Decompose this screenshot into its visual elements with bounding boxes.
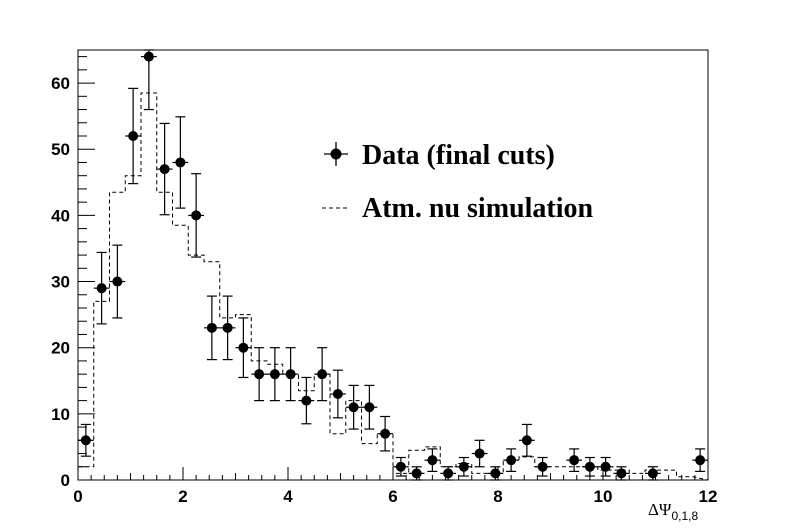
data-marker bbox=[128, 131, 139, 141]
data-point bbox=[645, 466, 661, 481]
data-point bbox=[519, 423, 535, 457]
legend-label-simulation: Atm. nu simulation bbox=[362, 193, 593, 224]
legend: Data (final cuts) Atm. nu simulation bbox=[322, 140, 593, 224]
data-point bbox=[330, 369, 346, 419]
plot-frame bbox=[77, 49, 709, 481]
data-point bbox=[172, 116, 189, 209]
data-marker bbox=[427, 455, 438, 466]
y-tick-label: 20 bbox=[51, 339, 70, 358]
data-marker bbox=[521, 435, 532, 446]
legend-label-data: Data (final cuts) bbox=[362, 140, 555, 171]
data-point bbox=[597, 456, 614, 477]
data-point bbox=[219, 295, 236, 361]
data-marker bbox=[348, 402, 359, 413]
x-tick-label: 6 bbox=[388, 487, 397, 506]
data-point bbox=[692, 448, 708, 472]
legend-data-marker bbox=[330, 148, 342, 160]
data-marker bbox=[143, 51, 154, 62]
y-tick-label: 40 bbox=[51, 206, 70, 225]
data-marker bbox=[332, 389, 343, 399]
data-marker bbox=[96, 283, 107, 294]
axes: 0 2 4 6 8 10 12 0 10 20 30 40 50 60 bbox=[51, 56, 718, 506]
simulation-histogram bbox=[77, 92, 709, 481]
data-marker bbox=[490, 468, 501, 479]
data-point bbox=[487, 466, 504, 481]
x-tick-label: 10 bbox=[594, 487, 613, 506]
data-marker bbox=[647, 468, 658, 479]
data-marker bbox=[254, 369, 265, 380]
data-point bbox=[251, 347, 267, 402]
data-marker bbox=[222, 322, 233, 333]
data-marker bbox=[191, 210, 202, 221]
x-axis-label: ΔΨ0,1,8 bbox=[648, 500, 699, 523]
x-tick-label: 12 bbox=[699, 487, 718, 506]
data-marker bbox=[364, 402, 375, 413]
data-point bbox=[424, 448, 441, 472]
simulation-step-line bbox=[77, 92, 709, 481]
data-marker bbox=[285, 369, 296, 380]
x-tick-label: 8 bbox=[493, 487, 502, 506]
data-marker bbox=[600, 461, 611, 472]
data-point bbox=[298, 376, 315, 425]
data-point bbox=[125, 87, 141, 185]
data-point bbox=[456, 456, 472, 477]
data-marker bbox=[159, 164, 170, 175]
data-marker bbox=[474, 448, 485, 459]
data-marker bbox=[317, 369, 328, 380]
y-tick-label: 50 bbox=[51, 140, 70, 159]
data-point bbox=[393, 456, 409, 477]
y-tick-label: 60 bbox=[51, 74, 70, 93]
data-marker bbox=[616, 468, 627, 479]
data-point bbox=[109, 244, 126, 319]
data-marker bbox=[395, 461, 406, 472]
data-point bbox=[156, 122, 173, 216]
data-marker bbox=[238, 342, 249, 353]
y-tick-label: 0 bbox=[61, 471, 70, 490]
data-point bbox=[613, 466, 630, 481]
data-point bbox=[582, 456, 598, 477]
data-marker bbox=[301, 395, 312, 406]
data-marker bbox=[112, 276, 123, 287]
data-marker bbox=[175, 157, 186, 168]
data-point bbox=[440, 466, 456, 481]
data-points bbox=[78, 49, 708, 481]
data-point bbox=[361, 384, 378, 430]
y-tick-label: 10 bbox=[51, 405, 70, 424]
x-tick-label: 2 bbox=[178, 487, 187, 506]
data-point bbox=[204, 295, 220, 361]
x-tick-label: 4 bbox=[283, 487, 293, 506]
data-marker bbox=[458, 461, 469, 472]
data-marker bbox=[443, 468, 454, 479]
data-point bbox=[235, 317, 252, 379]
data-point bbox=[566, 448, 582, 472]
data-marker bbox=[537, 461, 548, 472]
data-point bbox=[471, 439, 488, 468]
data-marker bbox=[584, 461, 595, 472]
data-point bbox=[93, 251, 110, 325]
data-point bbox=[314, 347, 330, 402]
data-marker bbox=[506, 455, 517, 466]
data-point bbox=[141, 49, 157, 111]
x-axis-label-main: ΔΨ bbox=[648, 500, 672, 519]
data-point bbox=[78, 423, 94, 457]
x-tick-label: 0 bbox=[73, 487, 82, 506]
x-axis-label-subscript: 0,1,8 bbox=[671, 509, 698, 523]
y-tick-label: 30 bbox=[51, 273, 70, 292]
data-marker bbox=[695, 455, 706, 466]
data-point bbox=[267, 347, 283, 402]
data-point bbox=[503, 448, 519, 472]
data-marker bbox=[206, 322, 217, 333]
data-marker bbox=[80, 435, 91, 446]
data-point bbox=[534, 456, 551, 477]
data-marker bbox=[411, 468, 422, 479]
data-marker bbox=[569, 455, 580, 466]
data-point bbox=[345, 384, 362, 430]
data-marker bbox=[380, 428, 391, 439]
data-point bbox=[282, 347, 299, 402]
data-marker bbox=[269, 369, 280, 380]
data-point bbox=[188, 173, 204, 258]
data-point bbox=[408, 466, 425, 481]
data-point bbox=[377, 415, 393, 452]
